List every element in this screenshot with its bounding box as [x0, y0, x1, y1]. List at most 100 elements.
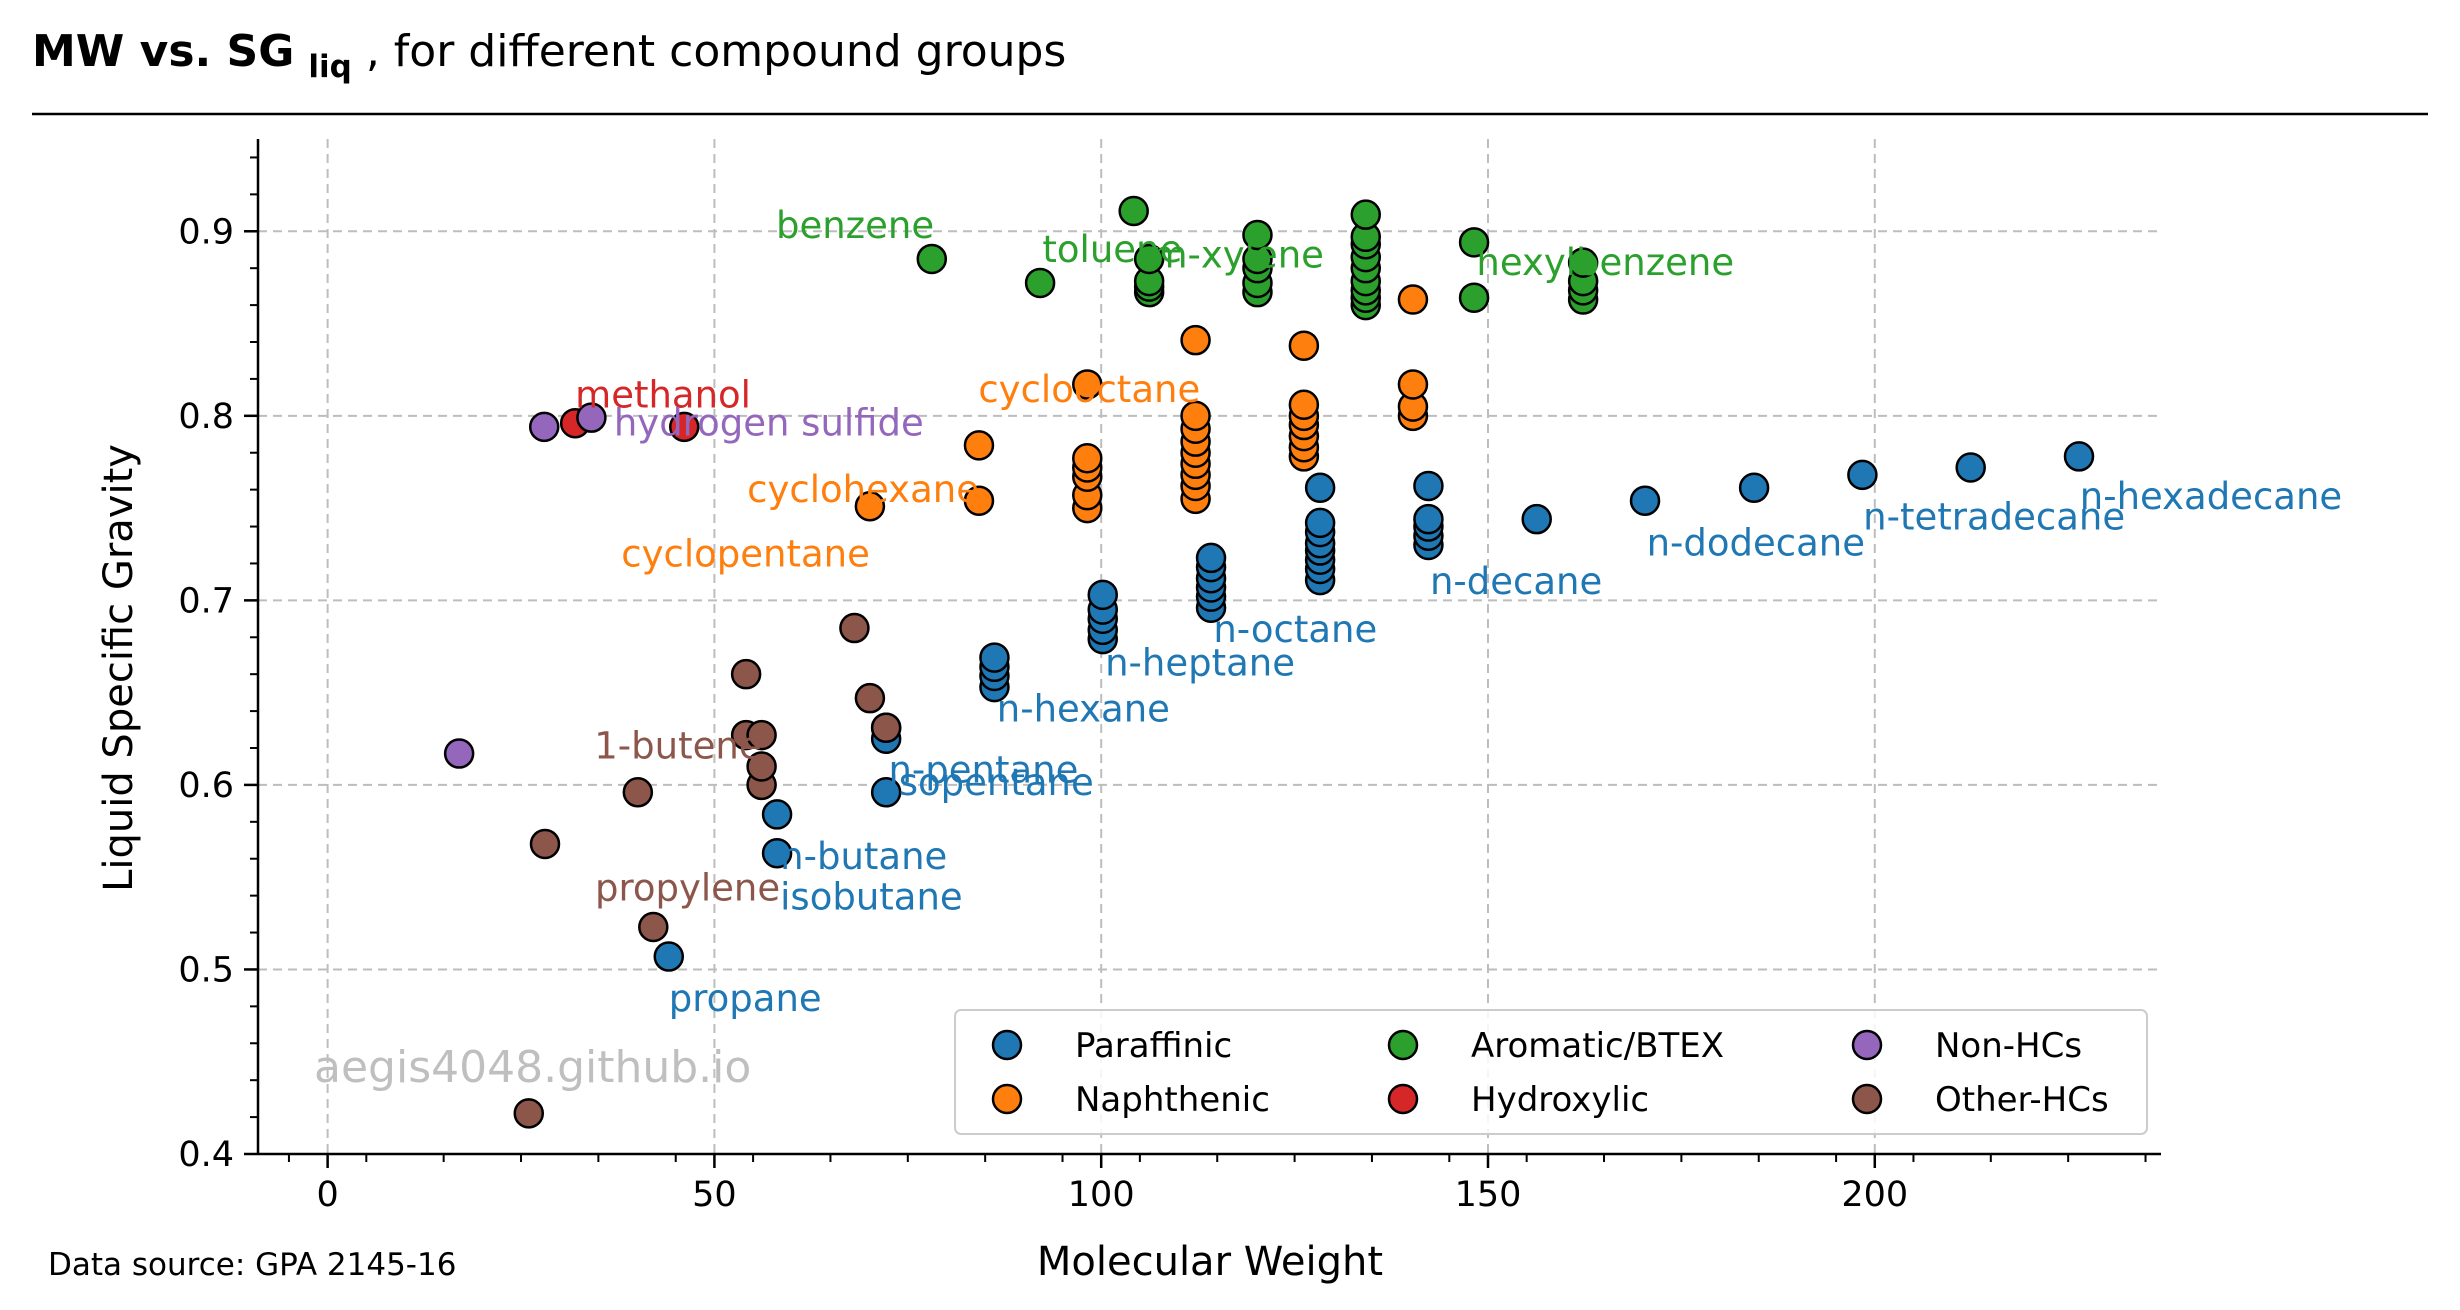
legend-marker: [1387, 1029, 1419, 1061]
point-paraffinic: [761, 799, 793, 830]
title-subscript: liq: [308, 49, 351, 85]
point-non-hcs: [576, 402, 607, 433]
legend-label: Paraffinic: [1075, 1026, 1232, 1066]
point-label: n-dodecane: [1647, 521, 1865, 564]
point-paraffinic: [1847, 459, 1878, 491]
legend-label: Non-HCs: [1935, 1026, 2082, 1066]
point-other-hcs: [746, 719, 777, 751]
x-tick-label: 200: [1841, 1175, 1908, 1215]
point-label: cyclopentane: [621, 532, 870, 575]
point-label: n-heptane: [1105, 641, 1295, 684]
x-tick-label: 150: [1455, 1175, 1522, 1215]
point-other-hcs: [622, 777, 654, 808]
point-other-hcs: [730, 658, 762, 690]
point-label: n-butane: [780, 835, 947, 878]
point-label: m-xylene: [1151, 233, 1323, 276]
point-paraffinic: [1304, 472, 1336, 504]
legend: Paraffinic Aromatic/BTEX Non-HCs Naphthenic…: [954, 1009, 2148, 1135]
point-paraffinic: [1629, 485, 1661, 516]
y-tick-label: 0.6: [178, 766, 234, 806]
point-paraffinic: [2063, 441, 2095, 472]
point-aromatic-btex: [1024, 267, 1056, 299]
point-other-hcs: [513, 1098, 545, 1129]
x-tick-label: 100: [1068, 1175, 1135, 1215]
point-other-hcs: [839, 612, 870, 644]
title-rest: , for different compound groups: [366, 26, 1067, 77]
point-label: cyclooctane: [978, 368, 1200, 411]
point-label: isopentane: [888, 761, 1093, 804]
point-aromatic-btex: [916, 243, 948, 275]
point-paraffinic: [1195, 542, 1227, 574]
title-bold-sg: SG: [227, 26, 295, 77]
axes: 0 50 100 150 200 0.4 0.5 0.6 0.7 0.8 0.9: [178, 139, 2161, 1215]
point-paraffinic: [1738, 472, 1770, 504]
point-label: benzene: [776, 204, 934, 247]
point-paraffinic: [1413, 503, 1444, 535]
point-naphthenic: [1072, 443, 1103, 474]
chart-title: MW vs. SG liq , for different compound g…: [32, 26, 1066, 88]
y-tick-label: 0.4: [178, 1135, 234, 1175]
point-paraffinic: [1087, 579, 1118, 611]
point-naphthenic: [963, 430, 995, 461]
point-naphthenic: [1288, 389, 1320, 420]
point-label: n-decane: [1430, 560, 1602, 603]
point-aromatic-btex: [1567, 247, 1599, 278]
legend-box: [954, 1009, 2148, 1135]
point-non-hcs: [528, 411, 560, 443]
y-axis-label: Liquid Specific Gravity: [96, 444, 142, 892]
point-naphthenic: [1397, 284, 1429, 315]
scatter-points: [443, 195, 2095, 1129]
point-label: n-hexadecane: [2080, 475, 2342, 518]
point-label: n-hexane: [997, 687, 1170, 730]
legend-marker: [991, 1083, 1023, 1115]
legend-marker: [1851, 1083, 1883, 1115]
x-tick-label: 0: [316, 1175, 338, 1215]
x-axis-label: Molecular Weight: [1037, 1239, 1383, 1285]
point-naphthenic: [1288, 330, 1320, 361]
point-other-hcs: [854, 682, 886, 714]
point-label: methanol: [575, 374, 751, 417]
point-naphthenic: [1180, 324, 1211, 356]
point-aromatic-btex: [1242, 219, 1273, 251]
point-aromatic-btex: [1350, 199, 1382, 230]
legend-label: Hydroxylic: [1471, 1080, 1649, 1120]
point-non-hcs: [443, 738, 475, 769]
legend-marker: [1851, 1029, 1883, 1061]
x-tick-label: 50: [692, 1175, 737, 1215]
point-paraffinic: [1304, 507, 1336, 539]
y-tick-label: 0.9: [178, 212, 234, 252]
watermark: aegis4048.github.io: [314, 1042, 751, 1093]
legend-marker: [1387, 1083, 1419, 1115]
point-label: isobutane: [780, 876, 963, 919]
point-paraffinic: [1955, 452, 1986, 483]
legend-label: Aromatic/BTEX: [1471, 1026, 1724, 1066]
point-label: n-tetradecane: [1863, 495, 2125, 538]
point-label: n-pentane: [888, 748, 1078, 791]
point-label: n-octane: [1213, 608, 1377, 651]
point-naphthenic: [1180, 400, 1211, 432]
point-label: hexylbenzene: [1476, 241, 1734, 284]
point-other-hcs: [529, 828, 561, 860]
y-tick-label: 0.5: [178, 950, 234, 990]
data-source-note: Data source: GPA 2145-16: [48, 1247, 456, 1283]
point-aromatic-btex: [1458, 227, 1490, 258]
point-naphthenic: [1397, 369, 1429, 400]
point-label: toluene: [1042, 228, 1182, 271]
point-naphthenic: [963, 485, 995, 516]
point-other-hcs: [746, 751, 777, 782]
point-paraffinic: [761, 837, 793, 869]
point-label: propylene: [595, 866, 780, 909]
point-paraffinic: [653, 941, 685, 972]
point-aromatic-btex: [1118, 195, 1149, 227]
legend-label: Other-HCs: [1935, 1080, 2109, 1120]
point-naphthenic: [854, 490, 886, 522]
y-tick-label: 0.7: [178, 581, 234, 621]
point-label: propane: [669, 977, 822, 1020]
point-other-hcs: [638, 911, 669, 943]
title-bold-main: MW vs.: [32, 26, 227, 77]
point-hydroxylic: [668, 411, 700, 443]
legend-label: Naphthenic: [1075, 1080, 1270, 1120]
y-tick-label: 0.8: [178, 397, 234, 437]
